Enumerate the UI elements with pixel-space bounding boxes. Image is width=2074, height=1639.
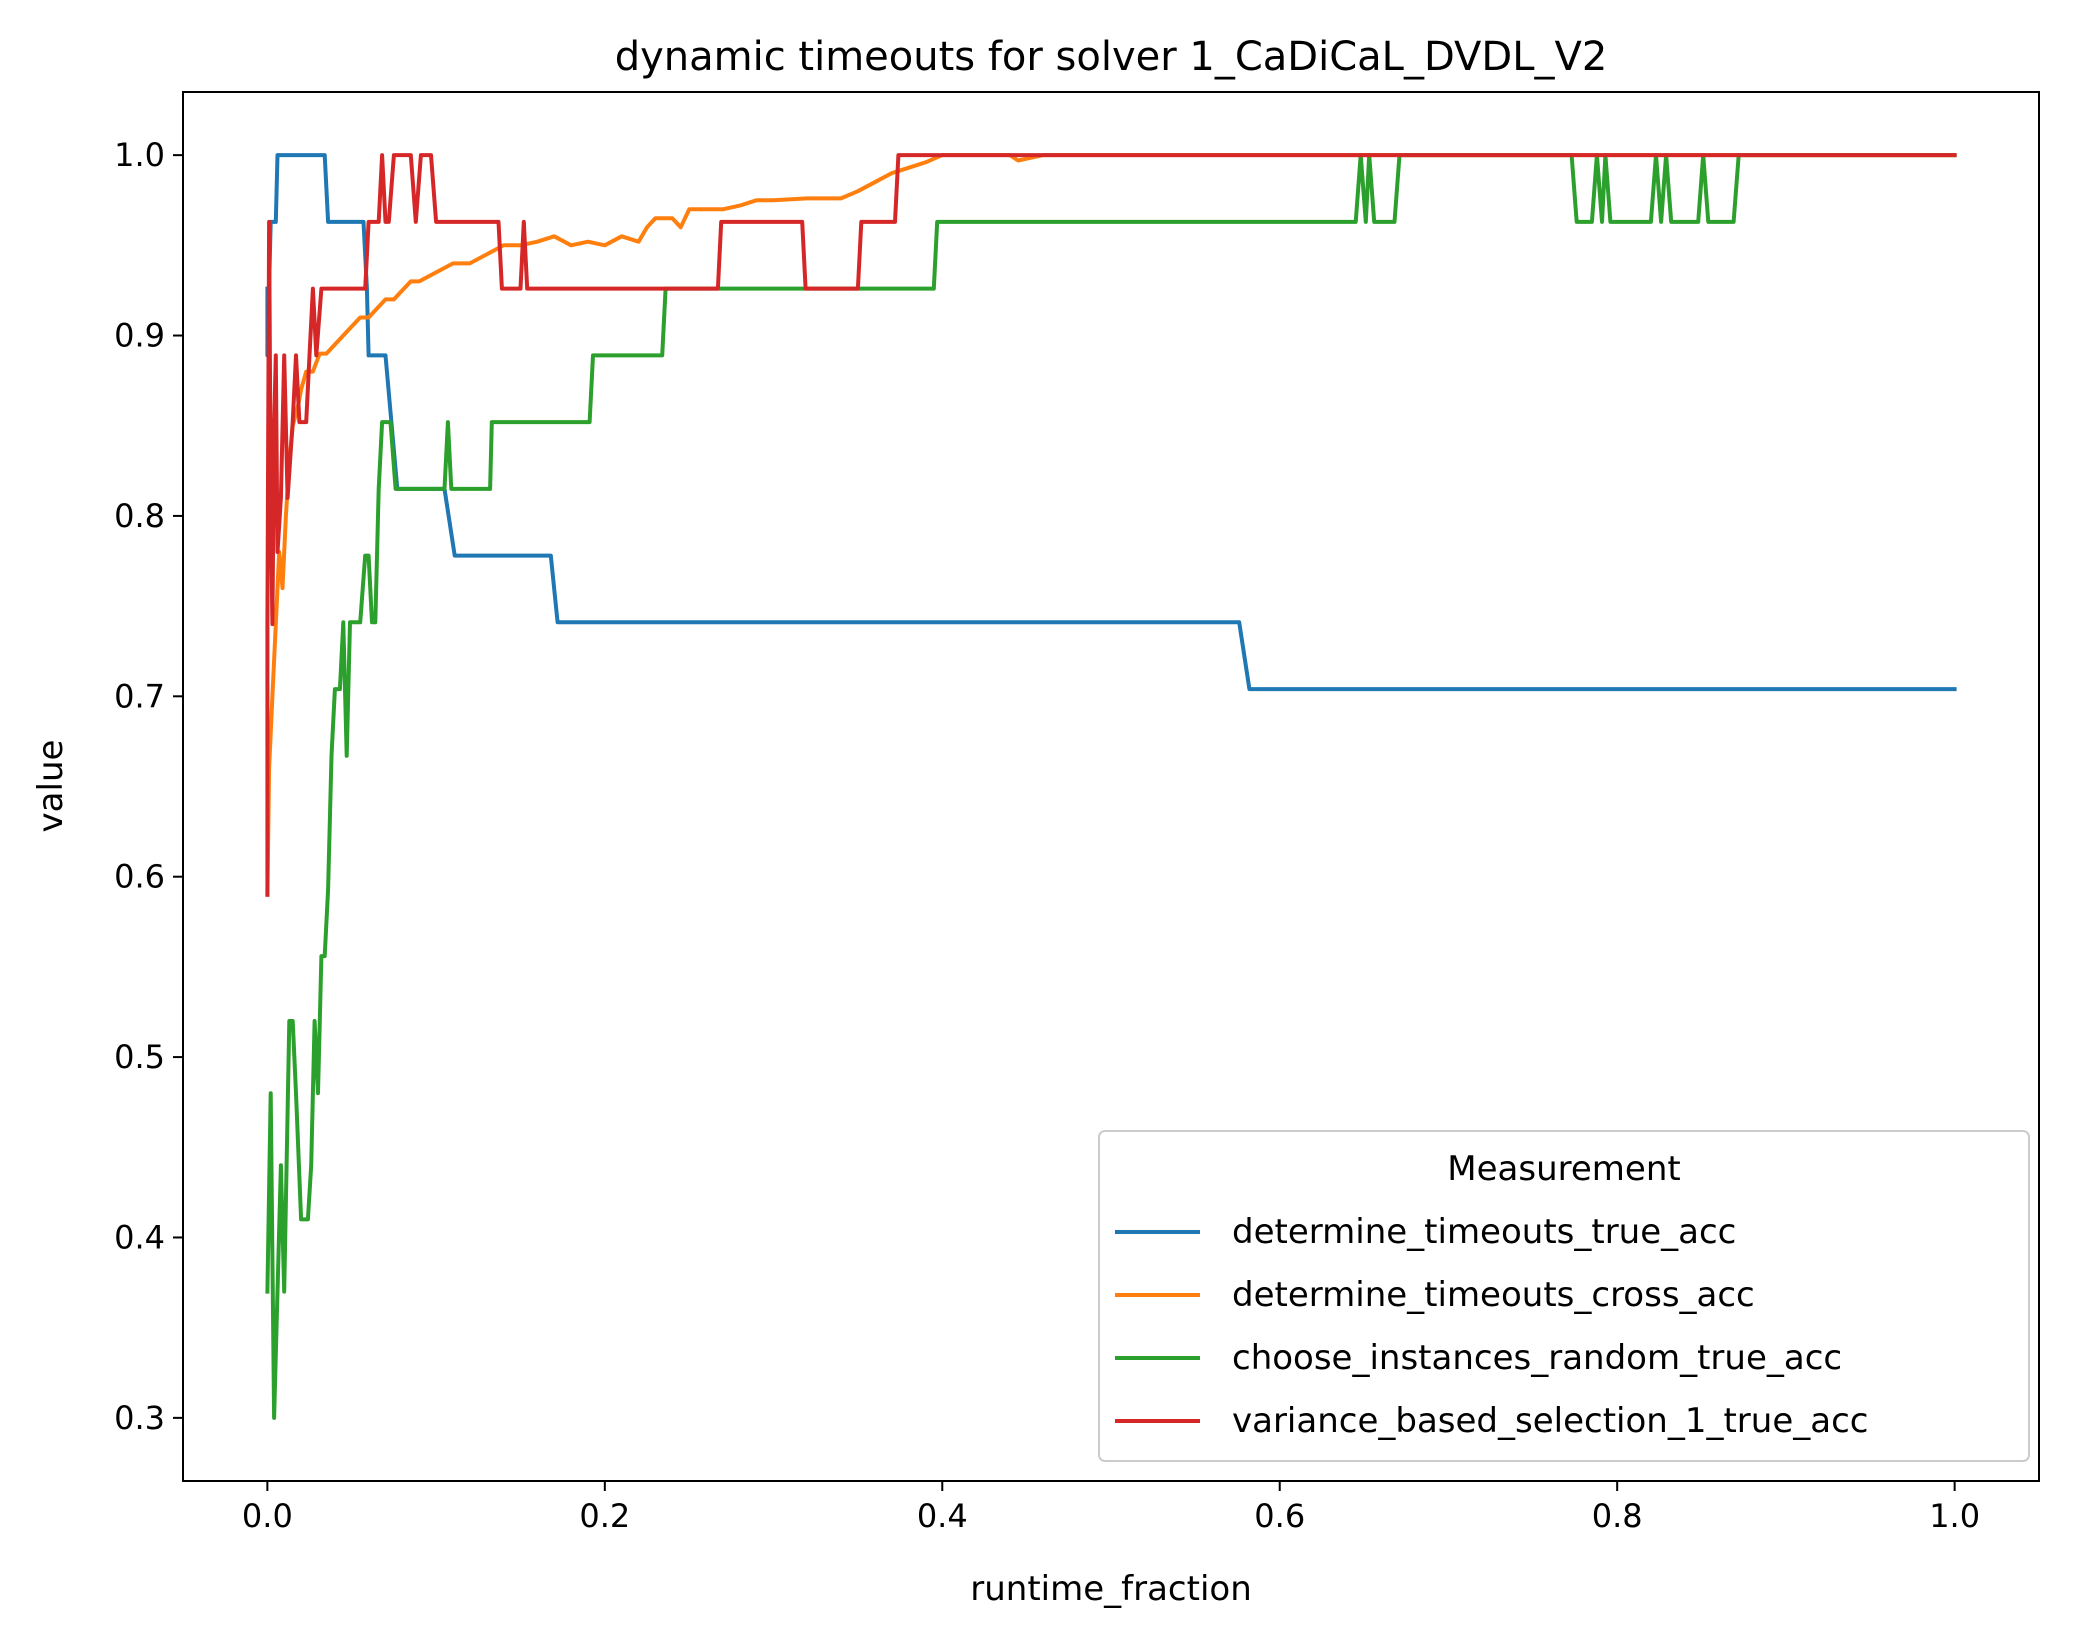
y-tick-label: 0.7: [114, 677, 165, 715]
series-layer: [265, 153, 1957, 1420]
series-line-2: [265, 153, 1957, 897]
legend-entries: determine_timeouts_true_acc determine_tim…: [1115, 1212, 1868, 1441]
y-tick-label: 0.6: [114, 858, 165, 896]
x-axis-label: runtime_fraction: [970, 1569, 1252, 1609]
x-tick-label: 0.8: [1592, 1497, 1643, 1535]
legend-label: choose_instances_random_true_acc: [1232, 1338, 1842, 1378]
series-line-1: [265, 153, 1957, 692]
y-axis: 0.3 0.4 0.5 0.6 0.7 0.8 0.9 1.0: [114, 136, 183, 1437]
legend-box: [1098, 1130, 2030, 1462]
legend-label: determine_timeouts_cross_acc: [1232, 1275, 1755, 1315]
x-tick-label: 0.6: [1254, 1497, 1305, 1535]
x-tick-label: 0.2: [579, 1497, 630, 1535]
y-axis-label: value: [31, 740, 71, 833]
y-tick-label: 0.9: [114, 317, 165, 355]
series-line-3: [265, 153, 1957, 1420]
legend-title: Measurement: [1447, 1149, 1680, 1189]
y-tick-label: 0.5: [114, 1038, 165, 1076]
legend: Measurement determine_timeouts_true_accd…: [1098, 1130, 2030, 1462]
y-tick-label: 0.4: [114, 1218, 165, 1256]
y-tick-label: 0.3: [114, 1399, 165, 1437]
x-tick-label: 0.4: [917, 1497, 968, 1535]
x-tick-label: 1.0: [1929, 1497, 1980, 1535]
plot-frame: [182, 91, 2040, 1482]
chart-title: dynamic timeouts for solver 1_CaDiCaL_DV…: [615, 34, 1608, 80]
x-tick-label: 0.0: [242, 1497, 293, 1535]
y-tick-label: 0.8: [114, 497, 165, 535]
x-axis: 0.0 0.2 0.4 0.6 0.8 1.0: [242, 1481, 1980, 1535]
y-tick-label: 1.0: [114, 136, 165, 174]
legend-label: variance_based_selection_1_true_acc: [1232, 1401, 1868, 1441]
series-line-4: [265, 153, 1957, 897]
legend-label: determine_timeouts_true_acc: [1232, 1212, 1736, 1252]
